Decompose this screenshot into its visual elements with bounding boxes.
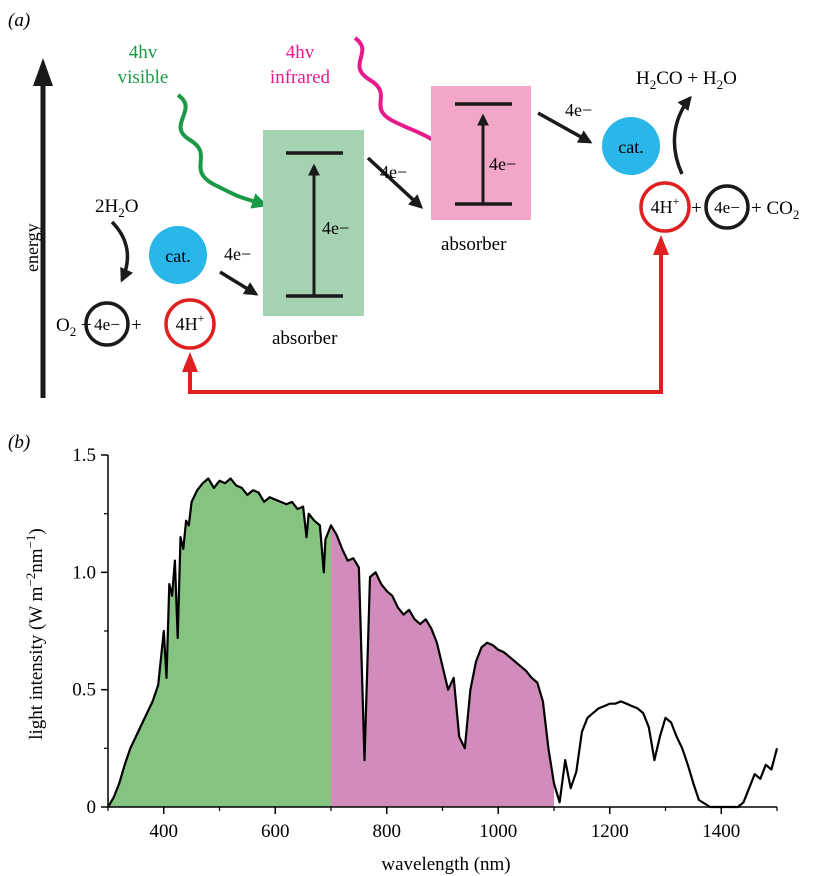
x-tick-label: 600	[261, 821, 290, 842]
oxygen-subscript: 2	[70, 324, 77, 339]
visible-photon-quantity: 4hv	[129, 42, 158, 63]
x-tick-label: 400	[150, 821, 179, 842]
visible-absorber-label: absorber	[272, 328, 338, 349]
y-axis-label: light intensity (W m−2nm−1)	[23, 528, 47, 740]
infrared-photon-band: infrared	[270, 67, 331, 88]
water-reactant: 2H2O	[95, 196, 138, 220]
visible-photon-band: visible	[118, 67, 169, 88]
infrared-absorber-electrons: 4e−	[489, 154, 516, 174]
electron-transfer-label-absorbers: 4e−	[380, 162, 407, 182]
x-tick-label: 1000	[479, 821, 517, 842]
reduction-catalyst-label: cat.	[618, 137, 643, 157]
oxidation-electron-label: 4e−	[224, 244, 251, 264]
spectrum-line	[107, 477, 779, 809]
reduction-plus: +	[691, 198, 702, 219]
water-oxidation-arrow	[110, 220, 134, 283]
oxidation-protons: 4H+	[176, 311, 205, 334]
infrared-photon-quantity: 4hv	[286, 42, 315, 63]
electron-transfer-arrow-to-catalyst	[537, 111, 593, 144]
proton-path-arrowhead-right	[653, 235, 669, 255]
y-axis-label-exp2: −1	[23, 535, 38, 549]
infrared-absorber-label: absorber	[441, 234, 507, 255]
x-tick-group: 400 600 800 1000 1200 1400	[107, 807, 778, 842]
visible-region-fill	[108, 478, 331, 807]
products-co: CO + H	[656, 68, 717, 89]
reduction-protons: 4H+	[651, 194, 680, 217]
infrared-absorber-box	[431, 86, 531, 220]
infrared-photon-arrow	[353, 36, 451, 155]
oxidation-electrons: 4e−	[94, 315, 120, 334]
products-water-subscript: 2	[717, 77, 724, 92]
panel-b: (b) 400 600 800 1000 1200 1400 0 0.5 1.0 1.5 wav…	[8, 432, 779, 875]
panel-a-label: (a)	[8, 10, 30, 31]
y-tick-label: 1.5	[72, 445, 96, 466]
y-tick-label: 0	[87, 797, 97, 818]
visible-photon-arrow	[176, 93, 269, 209]
x-tick-label: 1400	[702, 821, 740, 842]
oxidation-plus: +	[131, 315, 142, 336]
proton-transport-path	[188, 243, 663, 394]
water-subscript: 2	[118, 205, 125, 220]
reduction-electrons-circle	[704, 184, 750, 230]
co2-reactant: + CO2	[751, 198, 799, 222]
reduction-protons-circle	[639, 181, 691, 233]
y-tick-label: 0.5	[72, 680, 96, 701]
reduction-electrons: 4e−	[714, 198, 740, 217]
electron-transfer-label-to-catalyst: 4e−	[565, 100, 592, 120]
oxidation-protons-circle	[164, 298, 216, 350]
visible-absorber-electrons: 4e−	[322, 218, 349, 238]
energy-axis-arrowhead	[33, 58, 53, 86]
x-tick-label: 1200	[591, 821, 629, 842]
reduction-protons-charge: +	[673, 194, 680, 208]
energy-axis-label: energy	[22, 223, 42, 272]
y-axis-label-nm: nm	[26, 548, 47, 573]
oxidation-electrons-circle	[84, 301, 130, 347]
spectrum-plot: 400 600 800 1000 1200 1400 0 0.5 1.0 1.5	[72, 445, 779, 842]
products-h-subscript: 2	[650, 77, 657, 92]
products-water-oxygen: O	[723, 68, 737, 89]
oxidation-to-absorber-arrow	[219, 270, 259, 296]
oxidation-protons-charge: +	[198, 311, 205, 325]
oxidation-catalyst-label: cat.	[165, 246, 190, 266]
x-axis-label: wavelength (nm)	[381, 854, 510, 875]
reduction-catalyst	[602, 117, 660, 175]
panel-b-label: (b)	[8, 432, 30, 453]
y-tick-label: 1.0	[72, 562, 96, 583]
reduction-products: H2CO + H2O	[636, 68, 737, 92]
panel-a: (a) energy 4hv visible 4hv infrared 4e− …	[8, 10, 799, 398]
y-tick-group: 0 0.5 1.0 1.5	[72, 445, 108, 818]
electron-transfer-arrow-absorbers	[366, 156, 424, 209]
proton-path-arrowhead-left	[182, 352, 198, 372]
co2-subscript: 2	[793, 207, 800, 222]
y-axis-label-exp1: −2	[23, 573, 38, 587]
water-oxygen: O	[125, 196, 139, 217]
reduction-output-arrow	[672, 95, 692, 175]
y-axis-label-close: )	[26, 528, 47, 534]
x-tick-label: 800	[373, 821, 402, 842]
oxidation-catalyst	[149, 226, 207, 284]
